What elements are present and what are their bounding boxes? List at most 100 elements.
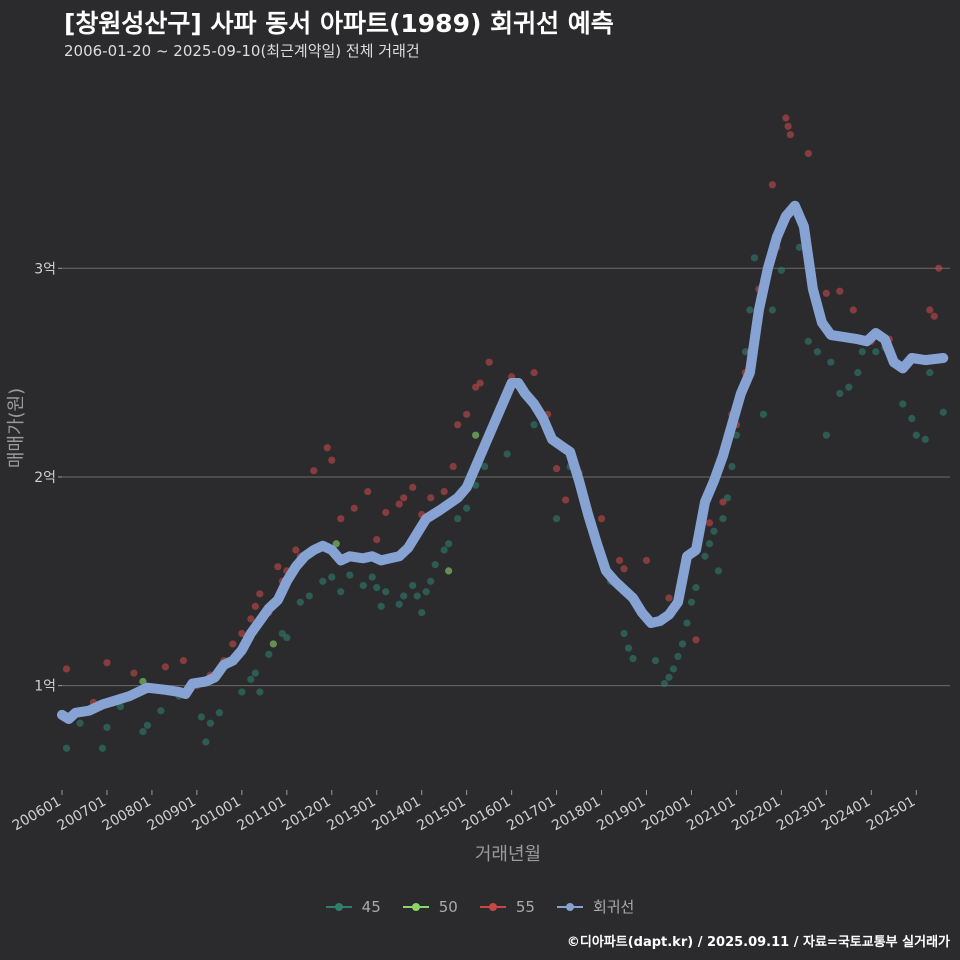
x-tick-label-13: 201901	[594, 794, 648, 835]
x-tick-label-11: 201701	[504, 794, 558, 835]
x-tick-label-2: 200801	[100, 794, 154, 835]
point-45-64	[710, 527, 718, 535]
point-45-59	[683, 619, 691, 627]
y-tick-label-0: 1억	[34, 679, 56, 695]
legend-label-50: 50	[438, 897, 458, 916]
point-55-29	[395, 500, 403, 508]
point-45-74	[759, 410, 768, 418]
point-55-30	[400, 494, 408, 502]
x-tick-label-3: 200901	[145, 794, 199, 835]
point-45-1	[76, 719, 84, 727]
point-45-43	[472, 481, 480, 489]
point-45-46	[530, 421, 538, 429]
x-tick-label-8: 201401	[369, 794, 423, 835]
point-45-10	[202, 738, 210, 746]
point-55-50	[620, 565, 628, 573]
point-55-5	[161, 663, 170, 671]
legend-item-45: 45	[325, 896, 381, 917]
point-45-17	[265, 650, 273, 658]
point-45-36	[422, 588, 430, 596]
point-50-2	[332, 540, 340, 548]
regression-line	[57, 200, 949, 724]
point-45-58	[678, 640, 687, 648]
point-45-31	[395, 600, 403, 608]
point-55-21	[310, 467, 318, 475]
point-55-55	[719, 498, 727, 506]
x-tick-label-5: 201101	[235, 794, 289, 835]
point-55-0	[62, 665, 71, 673]
point-55-3	[130, 669, 138, 677]
point-55-51	[642, 556, 651, 565]
x-tick-label-1: 200701	[55, 794, 109, 835]
point-55-54	[705, 519, 714, 527]
legend-label-regression: 회귀선	[592, 898, 635, 916]
point-45-14	[247, 675, 255, 683]
point-45-77	[795, 243, 803, 251]
x-tick-label-0: 200601	[10, 794, 64, 835]
point-55-16	[274, 563, 282, 571]
point-55-40	[485, 358, 493, 366]
point-45-83	[845, 383, 853, 391]
point-45-24	[337, 588, 345, 596]
point-55-19	[292, 546, 300, 554]
source-caption: ©디아파트(dapt.kr) / 2025.09.11 / 자료=국토교통부 실…	[566, 935, 950, 950]
point-50-0	[139, 677, 147, 686]
point-45-79	[813, 348, 821, 356]
y-tick-label-1: 2억	[34, 470, 56, 486]
x-tick-label-12: 201801	[549, 794, 603, 835]
point-45-52	[629, 654, 637, 663]
point-45-76	[777, 266, 785, 274]
point-55-67	[822, 289, 830, 297]
point-45-29	[377, 602, 385, 610]
point-55-34	[440, 487, 448, 496]
point-45-47	[552, 515, 561, 523]
point-45-61	[692, 583, 700, 592]
point-50-1	[269, 640, 277, 648]
point-45-22	[319, 577, 327, 585]
point-45-27	[368, 573, 376, 581]
legend-key-55	[479, 901, 506, 913]
point-45-90	[912, 431, 920, 439]
point-55-37	[463, 410, 471, 418]
point-55-14	[256, 590, 264, 598]
point-55-22	[323, 444, 331, 452]
point-45-55	[665, 673, 673, 681]
legend-key-45	[325, 901, 352, 913]
point-55-25	[350, 504, 358, 512]
point-45-88	[899, 400, 907, 408]
point-55-52	[665, 594, 673, 602]
point-45-84	[854, 369, 862, 377]
point-55-31	[409, 483, 417, 491]
point-50-3	[445, 567, 453, 575]
point-45-12	[215, 709, 223, 717]
legend-item-regression: 회귀선	[556, 896, 635, 917]
point-55-24	[337, 515, 345, 523]
point-45-60	[687, 598, 696, 606]
point-55-45	[552, 465, 561, 473]
point-45-2	[98, 744, 107, 752]
point-55-6	[179, 657, 187, 665]
point-45-56	[669, 665, 678, 673]
y-axis-ticks: 1억 2억 3억	[34, 261, 62, 695]
point-45-73	[750, 254, 759, 262]
point-45-81	[827, 358, 835, 366]
point-45-66	[719, 515, 727, 523]
point-45-42	[463, 504, 471, 512]
point-45-6	[143, 721, 152, 729]
regression-line-group	[57, 200, 949, 724]
point-55-46	[561, 496, 570, 504]
point-55-11	[238, 629, 246, 638]
point-45-16	[256, 688, 264, 696]
point-45-39	[440, 546, 448, 554]
y-tick-label-2: 3억	[34, 261, 56, 277]
point-45-72	[746, 306, 754, 314]
legend: 45 50 55 회귀선	[0, 896, 960, 917]
point-55-36	[454, 421, 462, 429]
point-45-44	[481, 462, 489, 471]
point-55-35	[449, 462, 457, 471]
point-50-4	[472, 431, 480, 439]
point-45-34	[413, 592, 421, 600]
point-55-63	[782, 114, 790, 122]
point-45-28	[373, 583, 381, 592]
